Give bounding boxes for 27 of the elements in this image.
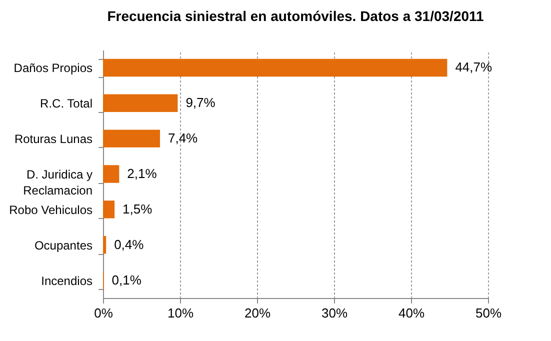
y-tick-label: Daños Propios <box>14 61 92 76</box>
data-label: 44,7% <box>455 60 492 75</box>
data-label: 2,1% <box>127 166 158 181</box>
bar <box>103 165 120 183</box>
x-tick-label: 30% <box>321 306 348 320</box>
y-tick-label: D. Juridica y Reclamacion <box>23 168 92 198</box>
chart-title: Frecuencia siniestral en automóviles. Datos a 31/03/2011 <box>107 8 484 24</box>
bar <box>103 94 178 112</box>
bar <box>103 236 106 254</box>
y-tick-label: Ocupantes <box>34 238 92 252</box>
x-tick-label: 10% <box>167 306 194 320</box>
x-tick-label: 0% <box>94 306 114 320</box>
data-label: 1,5% <box>122 201 153 216</box>
data-label: 9,7% <box>186 95 216 110</box>
x-tick-label: 50% <box>475 306 502 320</box>
y-tick-label: Roturas Lunas <box>14 132 92 146</box>
data-label: 0,4% <box>114 236 144 252</box>
y-tick-label: R.C. Total <box>40 96 92 111</box>
y-tick-label: Incendios <box>41 274 92 288</box>
y-tick-label: Robo Vehiculos <box>9 202 92 217</box>
bar <box>103 200 115 218</box>
x-tick-label: 40% <box>398 306 425 320</box>
bar <box>103 58 448 77</box>
x-tick-label: 20% <box>244 306 271 320</box>
data-label: 0,1% <box>112 272 142 288</box>
data-label: 7,4% <box>168 130 198 146</box>
bar <box>103 130 160 148</box>
